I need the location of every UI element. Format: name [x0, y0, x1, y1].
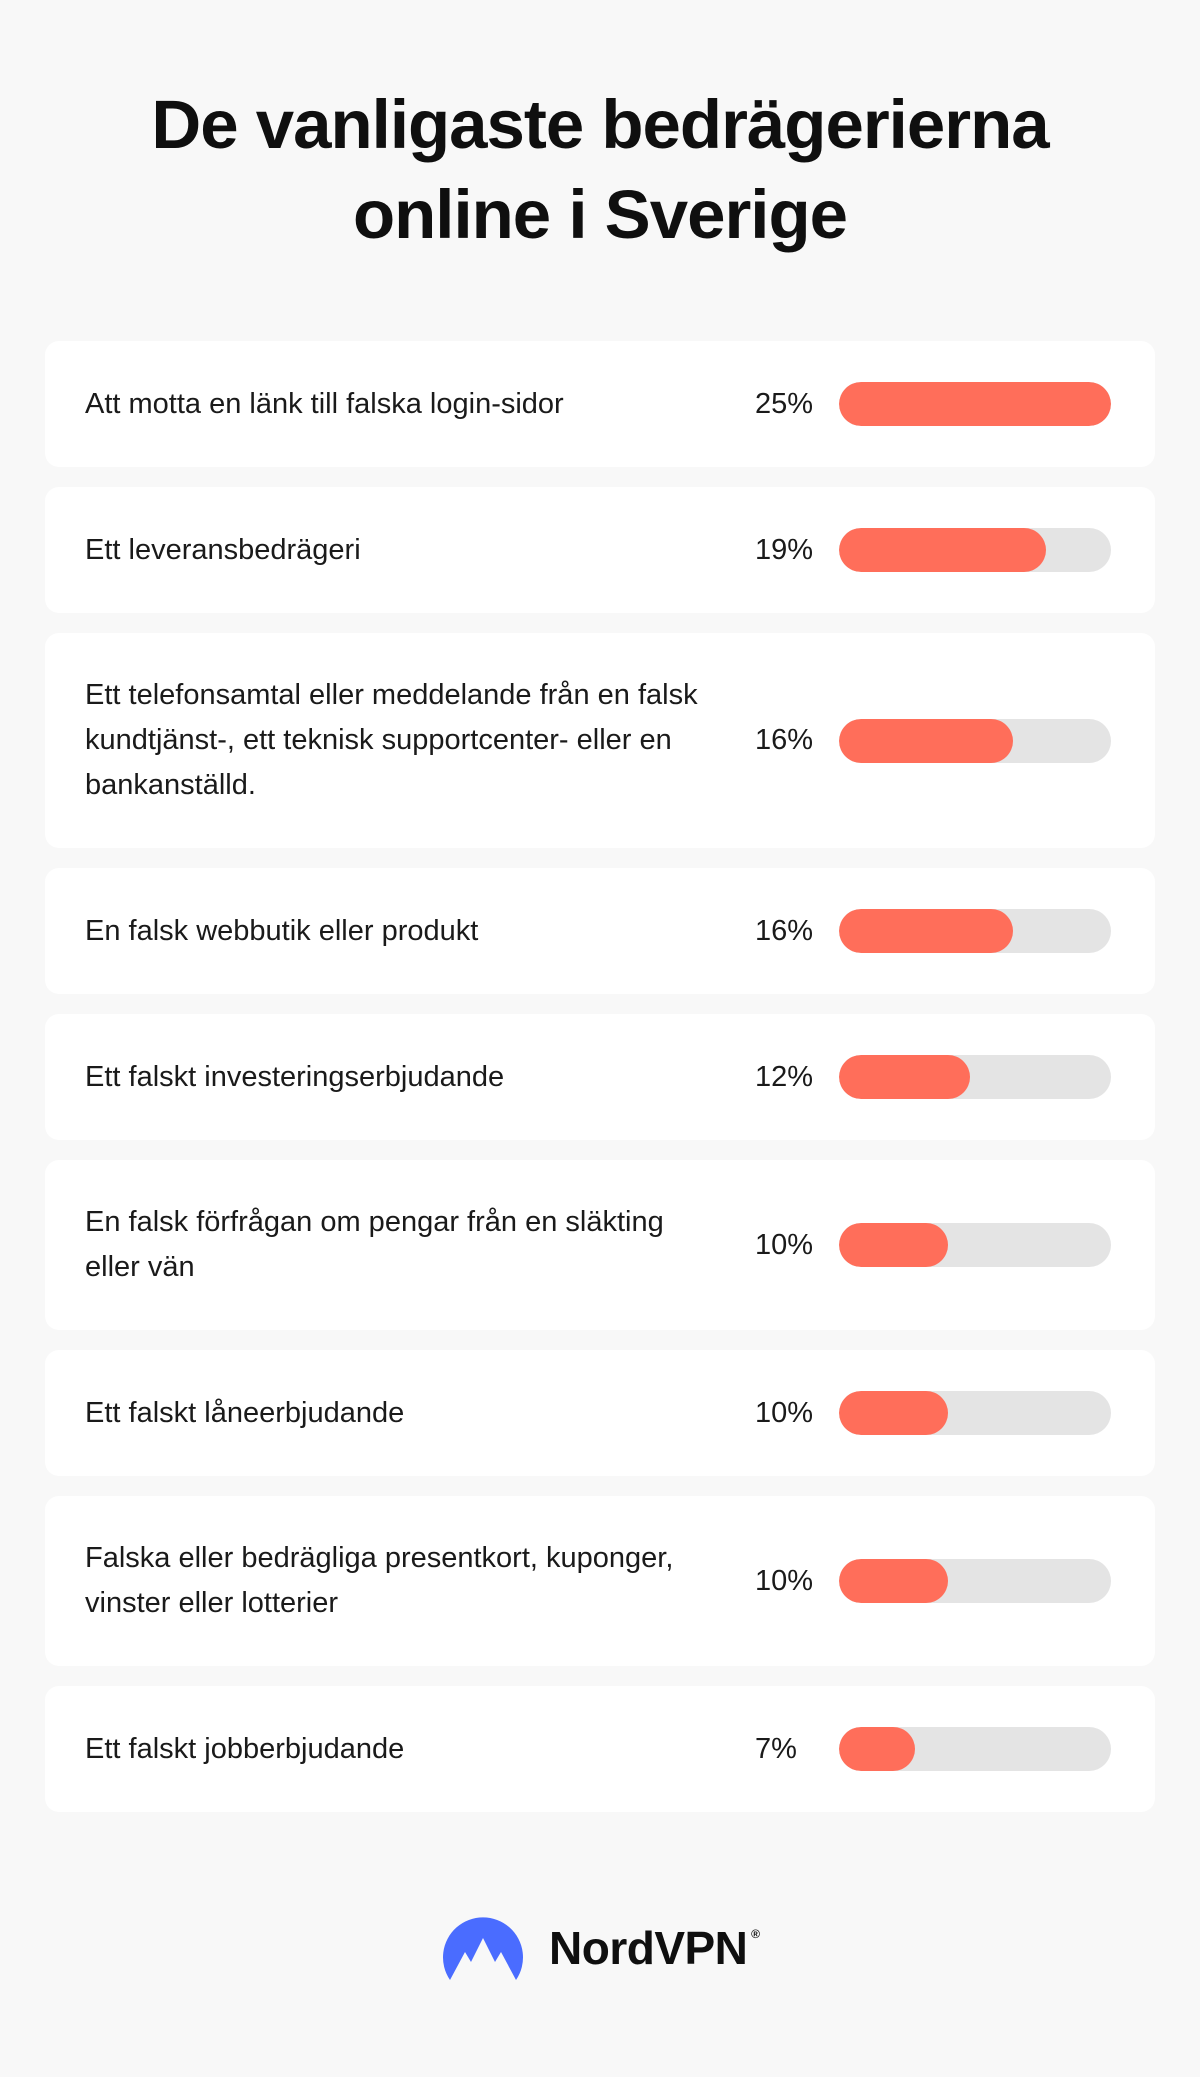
bar-value-label: 10% [755, 1564, 814, 1597]
bar-fill [839, 382, 1111, 426]
bar-label: En falsk webbutik eller produkt [85, 914, 479, 947]
title-line-1: De vanligaste bedrägerierna [151, 86, 1049, 163]
registered-mark: ® [751, 1927, 760, 1941]
bar-row: Falska eller bedrägliga presentkort, kup… [45, 1496, 1155, 1666]
chart-title: De vanligaste bedrägerierna online i Sve… [0, 80, 1200, 260]
bar-label: En falsk förfrågan om pengar från en slä… [85, 1206, 664, 1283]
bar-fill [839, 1055, 970, 1099]
bar-fill [839, 528, 1046, 572]
bar-label: Ett falskt investeringserbjudande [85, 1060, 505, 1093]
bar-track [839, 528, 1111, 572]
bar-row: Att motta en länk till falska login-sido… [45, 341, 1155, 467]
bar-label: Falska eller bedrägliga presentkort, kup… [85, 1542, 674, 1619]
bar-label: Ett falskt låneerbjudande [85, 1396, 405, 1429]
bar-label: Att motta en länk till falska login-sido… [85, 387, 564, 420]
bar-value-label: 16% [755, 914, 814, 947]
bar-fill [839, 1391, 948, 1435]
bar-track [839, 909, 1111, 953]
bar-track [839, 1559, 1111, 1603]
bar-value-label: 12% [755, 1060, 814, 1093]
bar-row: Ett falskt investeringserbjudande 12% [45, 1014, 1155, 1140]
bar-fill [839, 909, 1014, 953]
bar-value-label: 19% [755, 533, 814, 566]
title-line-2: online i Sverige [353, 176, 848, 253]
bar-row: Ett telefonsamtal eller meddelande från … [45, 633, 1155, 848]
bar-track [839, 382, 1111, 426]
bar-label: Ett falskt jobberbjudande [85, 1732, 405, 1765]
bar-label: Ett leveransbedrägeri [85, 533, 361, 566]
nordvpn-logo: NordVPN ® [437, 1902, 760, 1994]
bar-value-label: 7% [755, 1732, 797, 1765]
bar-value-label: 16% [755, 724, 814, 756]
bar-label: Ett telefonsamtal eller meddelande från … [85, 679, 698, 801]
bar-row: Ett leveransbedrägeri 19% [45, 487, 1155, 613]
bar-track [839, 1391, 1111, 1435]
bar-value-label: 25% [755, 387, 814, 420]
bar-row: En falsk förfrågan om pengar från en slä… [45, 1160, 1155, 1330]
bar-track [839, 1055, 1111, 1099]
brand-name: NordVPN [549, 1922, 748, 1974]
bar-fill [839, 718, 1014, 763]
bar-fill [839, 1223, 948, 1267]
bar-track [839, 1727, 1111, 1771]
bar-list: Att motta en länk till falska login-sido… [45, 341, 1155, 1812]
brand-wordmark: NordVPN ® [549, 1921, 760, 1975]
bar-row: Ett falskt jobberbjudande 7% [45, 1686, 1155, 1812]
bar-value-label: 10% [755, 1396, 814, 1429]
bar-value-label: 10% [755, 1228, 814, 1261]
bar-track [839, 1223, 1111, 1267]
bar-row: En falsk webbutik eller produkt 16% [45, 868, 1155, 994]
bar-fill [839, 1559, 948, 1603]
nordvpn-mountain-icon [443, 1917, 523, 1980]
bar-fill [839, 1727, 916, 1771]
bar-track [839, 718, 1111, 763]
bar-row: Ett falskt låneerbjudande 10% [45, 1350, 1155, 1476]
